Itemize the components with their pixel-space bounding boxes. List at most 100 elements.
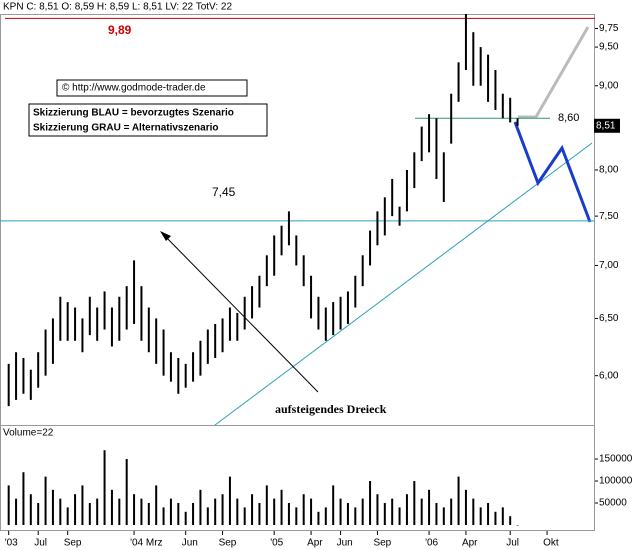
volume-title: Volume=22 (3, 428, 54, 439)
y2-tick-label: 150000 (599, 454, 632, 465)
price-bar (324, 307, 327, 341)
y-tick-label: 8,00 (599, 165, 619, 176)
volume-bar (206, 507, 209, 525)
volume-bar (199, 489, 202, 525)
x-tick-label: Sep (373, 538, 391, 549)
x-tick-label: Jul (34, 538, 47, 549)
price-bar (258, 275, 261, 308)
level-label: 9,89 (108, 23, 132, 37)
volume-bar (479, 507, 482, 525)
price-bar (420, 126, 423, 162)
price-bar (169, 352, 172, 382)
price-bar (199, 340, 202, 376)
volume-bar (420, 498, 423, 525)
price-bar (339, 296, 342, 330)
price-bar (221, 318, 224, 353)
price-bar (44, 329, 47, 376)
volume-bar (413, 481, 416, 525)
volume-bar (509, 516, 512, 525)
volume-bar (258, 503, 261, 525)
price-bar (74, 307, 77, 341)
price-bar (192, 352, 195, 382)
volume-bar (287, 503, 290, 525)
volume-bar (59, 498, 62, 525)
x-tick-label: Apr (307, 538, 323, 549)
volume-bar (472, 498, 475, 525)
volume-bar (66, 507, 69, 525)
volume-bar (383, 503, 386, 525)
grey-scenario (518, 26, 590, 119)
volume-bar (118, 498, 121, 525)
price-bar (354, 275, 357, 308)
volume-bar (398, 507, 401, 525)
price-bar (59, 296, 62, 341)
y-tick-label: 7,50 (599, 211, 619, 222)
y-tick-label: 7,00 (599, 260, 619, 271)
price-bar (302, 255, 305, 287)
price-bar (162, 329, 165, 376)
price-bar (428, 114, 431, 153)
price-bar (413, 152, 416, 189)
price-bar (228, 307, 231, 341)
price-bar (479, 47, 482, 86)
volume-bar (280, 489, 283, 525)
note-blue: Skizzierung BLAU = bevorzugtes Szenario (33, 108, 234, 119)
price-bar (346, 291, 349, 324)
price-bar (125, 286, 128, 330)
price-bar (140, 286, 143, 341)
volume-bar (169, 498, 172, 525)
volume-bar (339, 498, 342, 525)
volume-bar (155, 485, 158, 525)
volume-bar (51, 489, 54, 525)
volume-bar (228, 476, 231, 525)
price-bar (37, 352, 40, 388)
volume-bar (177, 503, 180, 525)
volume-bar (391, 498, 394, 525)
price-bar (487, 54, 490, 102)
price-bar (103, 291, 106, 330)
volume-bar (354, 507, 357, 525)
note-grey: Skizzierung GRAU = Alternativszenario (33, 123, 219, 134)
price-bar (184, 363, 187, 388)
price-bar (265, 255, 268, 287)
volume-bar (221, 494, 224, 525)
volume-bar (81, 485, 84, 525)
price-bar (88, 296, 91, 336)
price-bar (51, 318, 54, 364)
volume-bar (15, 498, 18, 525)
volume-panel (0, 425, 595, 531)
volume-bar (435, 503, 438, 525)
volume-bar (464, 489, 467, 525)
price-bar (383, 197, 386, 236)
volume-bar (450, 498, 453, 525)
price-bar (442, 152, 445, 202)
legend-box (28, 103, 268, 137)
volume-bar (96, 498, 99, 525)
price-bar (66, 302, 69, 341)
price-bar (405, 169, 408, 212)
chart-title: KPN C: 8,51 O: 8,59 H: 8,59 L: 8,51 LV: … (3, 2, 232, 13)
price-bar (236, 312, 239, 341)
x-tick-label: '05 (270, 538, 283, 549)
price-bar (110, 307, 113, 347)
y-tick-label: 9,75 (599, 23, 619, 34)
price-bar (435, 118, 438, 179)
volume-bar (44, 476, 47, 525)
price-bar (369, 230, 372, 266)
volume-bar (37, 503, 40, 525)
price-bar (287, 211, 290, 246)
volume-bar (133, 494, 136, 525)
y-tick-label: 6,00 (599, 370, 619, 381)
volume-bar (273, 498, 276, 525)
y2-tick-label: 100000 (599, 476, 632, 487)
volume-bar (376, 494, 379, 525)
volume-bar (317, 511, 320, 525)
volume-bar (251, 494, 254, 525)
price-bar (516, 118, 519, 126)
volume-bar (302, 494, 305, 525)
price-bar (206, 329, 209, 364)
volume-bar (214, 498, 217, 525)
price-bar (295, 235, 298, 266)
price-bar (501, 93, 504, 119)
volume-bar (29, 494, 32, 525)
